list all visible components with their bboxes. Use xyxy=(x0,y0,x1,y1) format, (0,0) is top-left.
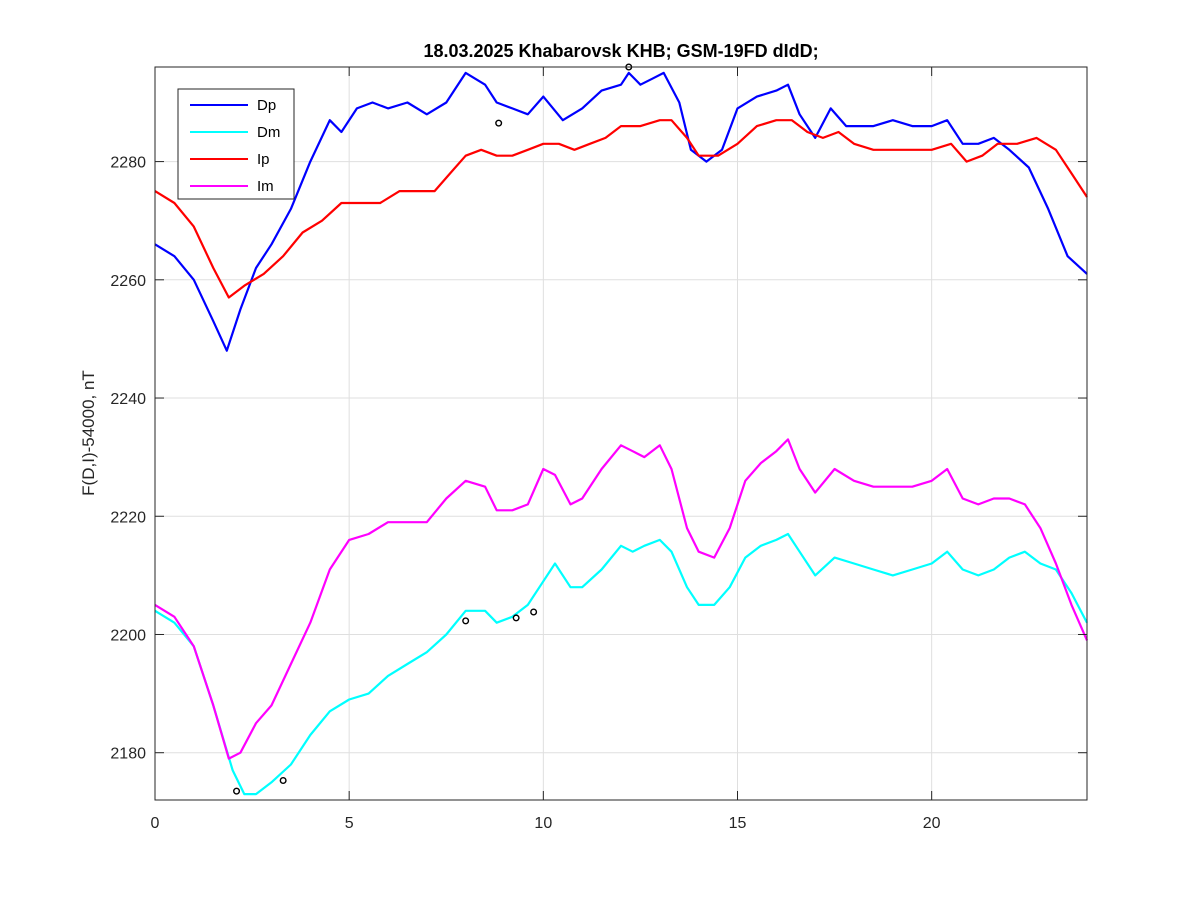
series-line-dp xyxy=(154,71,1088,352)
axis-ticks: 0 5 10 15 20 2180 2200 2220 2240 2260 2280 xyxy=(110,67,1087,832)
y-tick-label: 2220 xyxy=(110,509,146,526)
plot-background xyxy=(155,67,1087,800)
y-tick-label: 2200 xyxy=(110,627,146,644)
series-line-ip xyxy=(154,119,1088,299)
y-axis-label: F(D,I)-54000, nT xyxy=(79,370,98,496)
x-tick-label: 0 xyxy=(151,815,160,832)
legend-label-dm: Dm xyxy=(257,124,280,141)
x-tick-label: 20 xyxy=(923,815,941,832)
marker-point xyxy=(530,608,538,616)
marker-point xyxy=(233,787,241,795)
marker-point xyxy=(512,614,520,622)
marker-point xyxy=(495,119,503,127)
chart-title: 18.03.2025 Khabarovsk KHB; GSM-19FD dIdD… xyxy=(423,41,818,61)
y-tick-label: 2180 xyxy=(110,746,146,763)
marker-point xyxy=(279,776,287,784)
legend-box xyxy=(177,88,295,200)
y-tick-label: 2240 xyxy=(110,391,146,408)
legend-label-ip: Ip xyxy=(257,151,270,168)
legend-label-im: Im xyxy=(257,178,274,195)
series-line-dm xyxy=(154,532,1088,796)
x-tick-label: 5 xyxy=(345,815,354,832)
y-tick-label: 2280 xyxy=(110,155,146,172)
series-line-im xyxy=(154,438,1089,760)
x-tick-label: 10 xyxy=(534,815,552,832)
y-tick-label: 2260 xyxy=(110,273,146,290)
plot-frame xyxy=(154,66,1088,801)
legend: Dp Dm Ip Im xyxy=(177,88,295,200)
x-tick-label: 15 xyxy=(729,815,747,832)
legend-label-dp: Dp xyxy=(257,97,276,114)
marker-point xyxy=(462,617,470,625)
series-lines xyxy=(154,71,1089,796)
